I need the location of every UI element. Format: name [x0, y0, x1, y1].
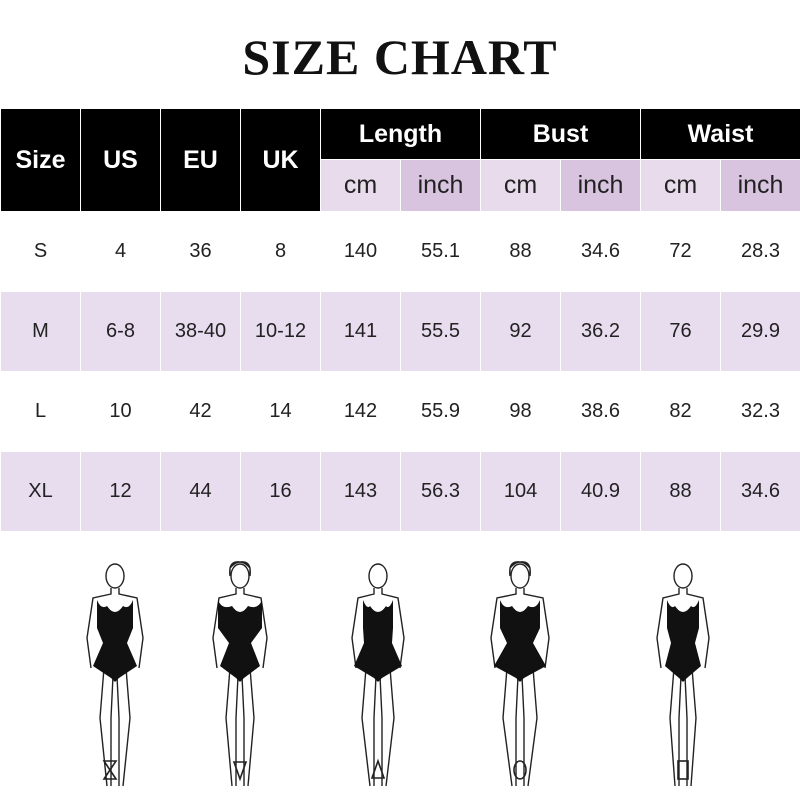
- table-cell: 104: [481, 452, 561, 532]
- body-shape-figures: [0, 548, 800, 800]
- table-cell: 44: [161, 452, 241, 532]
- table-cell: 143: [321, 452, 401, 532]
- header-length-inch: inch: [401, 160, 481, 212]
- header-size: Size: [1, 109, 81, 212]
- table-cell: 92: [481, 292, 561, 372]
- table-cell: L: [1, 372, 81, 452]
- table-cell: 40.9: [561, 452, 641, 532]
- table-cell: 55.9: [401, 372, 481, 452]
- header-waist: Waist: [641, 109, 800, 160]
- table-cell: 4: [81, 212, 161, 292]
- table-cell: 16: [241, 452, 321, 532]
- header-eu: EU: [161, 109, 241, 212]
- table-cell: 32.3: [721, 372, 800, 452]
- page-title: SIZE CHART: [0, 28, 800, 86]
- size-chart-table: Size US EU UK Length Bust Waist cm inch …: [0, 108, 800, 532]
- table-cell: 140: [321, 212, 401, 292]
- table-cell: 10-12: [241, 292, 321, 372]
- table-cell: 55.1: [401, 212, 481, 292]
- table-cell: 88: [481, 212, 561, 292]
- table-cell: 36.2: [561, 292, 641, 372]
- table-cell: 42: [161, 372, 241, 452]
- header-waist-inch: inch: [721, 160, 800, 212]
- figure-drawing: [55, 548, 175, 800]
- table-cell: 36: [161, 212, 241, 292]
- table-cell: 6-8: [81, 292, 161, 372]
- table-cell: 34.6: [561, 212, 641, 292]
- table-cell: 34.6: [721, 452, 800, 532]
- header-uk: UK: [241, 109, 321, 212]
- header-waist-cm: cm: [641, 160, 721, 212]
- table-cell: 38-40: [161, 292, 241, 372]
- table-cell: 8: [241, 212, 321, 292]
- header-us: US: [81, 109, 161, 212]
- table-cell: 98: [481, 372, 561, 452]
- header-length-cm: cm: [321, 160, 401, 212]
- header-bust-cm: cm: [481, 160, 561, 212]
- table-cell: 82: [641, 372, 721, 452]
- header-length: Length: [321, 109, 481, 160]
- body-shape-figure: [180, 548, 300, 800]
- table-cell: 14: [241, 372, 321, 452]
- body-shape-figure: [623, 548, 743, 800]
- table-cell: S: [1, 212, 81, 292]
- table-cell: 72: [641, 212, 721, 292]
- table-cell: M: [1, 292, 81, 372]
- table-cell: 28.3: [721, 212, 800, 292]
- table-cell: 12: [81, 452, 161, 532]
- body-shape-figure: [318, 548, 438, 800]
- figure-drawing: [180, 548, 300, 800]
- figure-drawing: [318, 548, 438, 800]
- table-cell: 29.9: [721, 292, 800, 372]
- table-cell: 76: [641, 292, 721, 372]
- body-shape-figure: [55, 548, 175, 800]
- table-cell: 38.6: [561, 372, 641, 452]
- figure-drawing: [623, 548, 743, 800]
- table-cell: 142: [321, 372, 401, 452]
- body-shape-figure: [460, 548, 580, 800]
- table-cell: 56.3: [401, 452, 481, 532]
- table-cell: 55.5: [401, 292, 481, 372]
- table-cell: 88: [641, 452, 721, 532]
- table-cell: 141: [321, 292, 401, 372]
- table-cell: 10: [81, 372, 161, 452]
- header-bust: Bust: [481, 109, 641, 160]
- header-bust-inch: inch: [561, 160, 641, 212]
- table-cell: XL: [1, 452, 81, 532]
- figure-drawing: [460, 548, 580, 800]
